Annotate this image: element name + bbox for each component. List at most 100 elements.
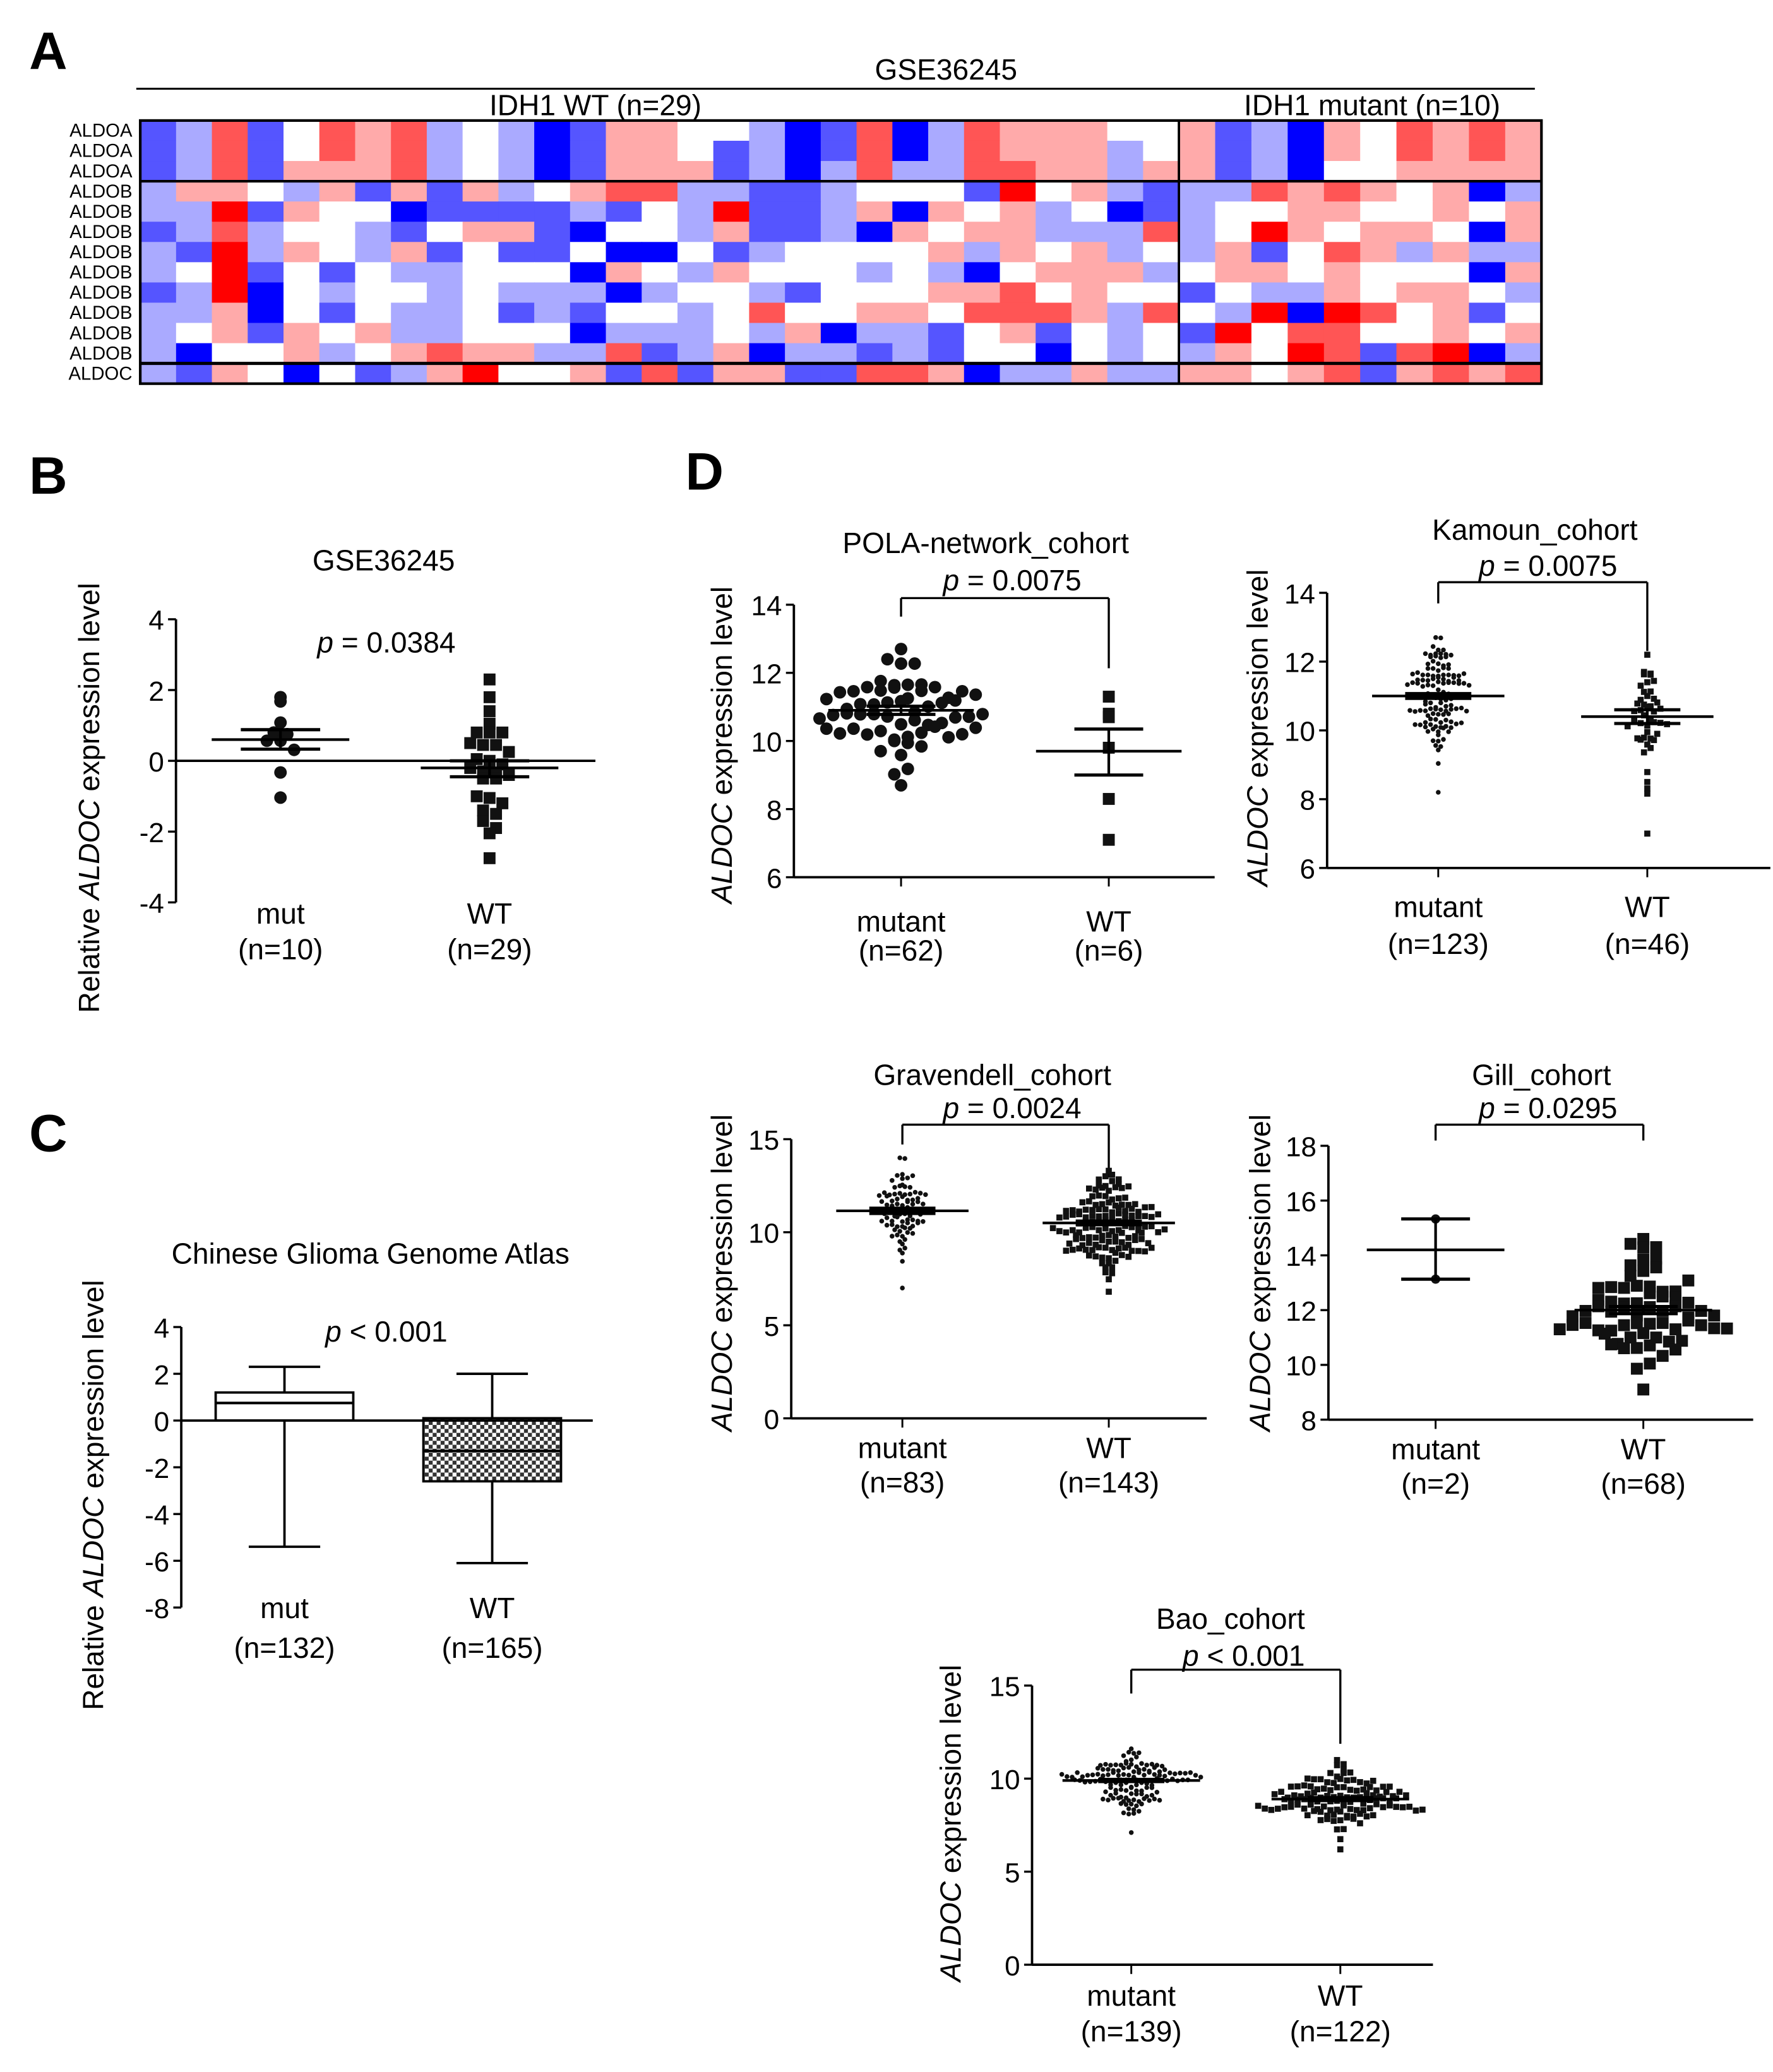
data-point	[969, 721, 982, 734]
heatmap-cell	[1251, 363, 1289, 384]
data-point	[1428, 722, 1433, 727]
data-point	[890, 1234, 895, 1239]
y-tick-label: 4	[148, 605, 164, 636]
data-point	[1320, 1803, 1327, 1810]
data-point	[1073, 1235, 1079, 1242]
heatmap-cell	[1179, 222, 1216, 243]
heatmap-cell	[1071, 282, 1108, 304]
y-tick-label: 14	[1286, 1241, 1316, 1272]
heatmap-cell	[856, 343, 893, 364]
chart-title: POLA-network_cohort	[842, 527, 1129, 559]
y-tick-label: 18	[1286, 1132, 1316, 1163]
heatmap-cell	[856, 262, 893, 283]
y-axis-label: ALDOC expression level	[934, 1665, 967, 1984]
data-point	[1089, 1193, 1095, 1200]
data-point	[1101, 1796, 1106, 1802]
heatmap-cell	[1505, 140, 1543, 162]
data-point	[1138, 1235, 1145, 1242]
heatmap-cell	[140, 363, 177, 384]
data-point	[921, 1201, 926, 1206]
heatmap-cell	[1433, 262, 1470, 283]
data-point	[1579, 1317, 1592, 1329]
data-point	[900, 1219, 905, 1224]
y-tick-label: 5	[764, 1311, 779, 1342]
heatmap-cell	[391, 161, 427, 182]
data-point	[935, 696, 948, 710]
data-point	[1115, 1181, 1122, 1188]
data-point	[1115, 1204, 1122, 1211]
data-point	[813, 712, 826, 725]
heatmap-cell	[534, 201, 571, 223]
data-point	[1089, 1213, 1095, 1219]
data-point	[1327, 1770, 1334, 1777]
heatmap-cell	[176, 282, 213, 304]
data-point	[1082, 1206, 1089, 1213]
heatmap-cell	[176, 363, 213, 384]
data-point	[1330, 1780, 1337, 1786]
data-point	[1425, 682, 1431, 688]
heatmap-cell	[570, 282, 607, 304]
heatmap-cell	[606, 140, 643, 162]
data-point	[464, 737, 477, 749]
heatmap-cell	[642, 302, 678, 324]
heatmap-cell	[212, 161, 249, 182]
heatmap-cell	[355, 323, 392, 344]
data-point	[490, 772, 503, 785]
data-point	[1106, 1232, 1112, 1238]
data-point	[1380, 1804, 1387, 1811]
y-axis-label: Relative ALDOC expression level	[73, 583, 105, 1013]
data-point	[1405, 682, 1410, 688]
heatmap-cell	[391, 302, 427, 324]
data-point	[1456, 681, 1462, 686]
heatmap-cell	[462, 181, 499, 202]
heatmap-cell	[1107, 120, 1144, 141]
heatmap-cell	[355, 242, 392, 263]
data-point	[1415, 681, 1420, 686]
data-point	[876, 1193, 882, 1198]
heatmap-cell	[1287, 161, 1325, 182]
heatmap-cell	[426, 363, 463, 384]
heatmap-cell	[1287, 120, 1325, 141]
data-point	[884, 1222, 890, 1228]
heatmap-cell	[355, 140, 392, 162]
heatmap-cell	[677, 242, 714, 263]
data-point	[1082, 1214, 1089, 1221]
heatmap-cell	[785, 222, 821, 243]
heatmap-cell	[570, 181, 607, 202]
heatmap-cell	[426, 201, 463, 223]
heatmap-cell	[713, 222, 750, 243]
heatmap-cell	[1251, 120, 1289, 141]
data-point	[1350, 1816, 1357, 1822]
heatmap-cell	[1179, 343, 1216, 364]
data-point	[1073, 1232, 1079, 1239]
data-point	[1308, 1801, 1314, 1808]
data-point	[1420, 677, 1426, 683]
heatmap-cell	[1469, 201, 1506, 223]
data-point	[1142, 1772, 1147, 1778]
data-point	[1363, 1813, 1370, 1819]
data-point	[1448, 652, 1454, 658]
data-point	[910, 1173, 916, 1179]
heatmap-cell	[319, 282, 356, 304]
heatmap-cell	[642, 181, 678, 202]
data-point	[905, 1176, 910, 1181]
heatmap-cell	[1000, 161, 1037, 182]
heatmap-cell	[426, 343, 463, 364]
heatmap-cell	[606, 201, 643, 223]
heatmap-cell	[856, 242, 893, 263]
data-point	[895, 694, 908, 708]
heatmap-cell	[1036, 222, 1072, 243]
data-point	[1433, 743, 1438, 748]
data-point	[874, 684, 887, 697]
data-point	[1618, 1342, 1630, 1354]
data-point	[1383, 1789, 1390, 1795]
data-point	[1370, 1812, 1376, 1819]
heatmap-cell	[1360, 201, 1397, 223]
heatmap-cell	[140, 201, 177, 223]
y-axis-label: ALDOC expression level	[1241, 569, 1274, 888]
data-point	[1082, 1246, 1089, 1253]
data-point	[1123, 1761, 1129, 1766]
data-point	[1423, 701, 1428, 707]
data-point	[1347, 1787, 1354, 1793]
y-tick-label: 0	[148, 747, 164, 778]
